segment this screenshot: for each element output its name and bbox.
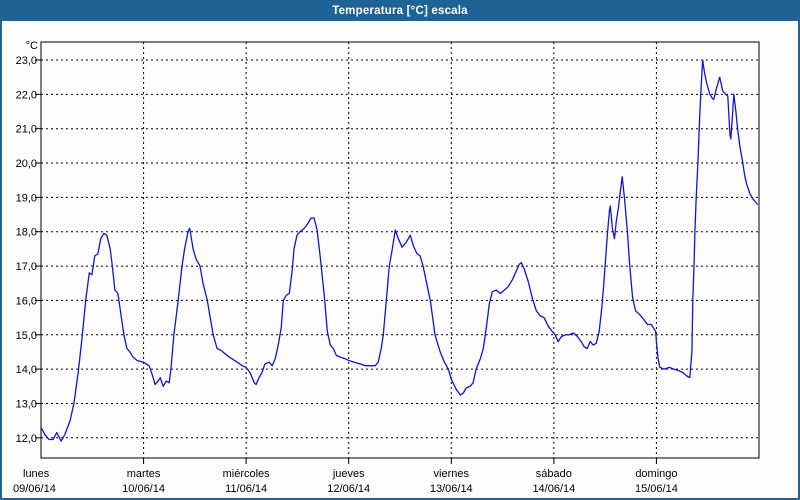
x-axis-day-label: jueves <box>332 468 365 480</box>
y-axis-label: 21,0 <box>16 124 37 136</box>
x-axis-date-label: 15/06/14 <box>635 483 678 495</box>
y-axis-label: 22,0 <box>16 89 37 101</box>
y-axis-label: 15,0 <box>16 330 37 342</box>
window-title-bar: Temperatura [°C] escala <box>0 0 800 21</box>
x-axis-day-label: martes <box>127 468 161 480</box>
x-axis-date-label: 09/06/14 <box>13 483 56 495</box>
x-axis-date-label: 13/06/14 <box>430 483 473 495</box>
x-axis-day-label: domingo <box>635 468 677 480</box>
y-axis-label: 23,0 <box>16 55 37 67</box>
x-axis-date-label: 11/06/14 <box>225 483 267 495</box>
x-axis-date-label: 14/06/14 <box>532 483 575 495</box>
x-axis-date-label: 10/06/14 <box>122 483 165 495</box>
y-axis-label: 17,0 <box>16 261 37 273</box>
x-axis-day-label: sábado <box>536 468 572 480</box>
plot-border <box>40 41 760 459</box>
y-axis-label: 14,0 <box>16 364 37 376</box>
y-axis-label: 12,0 <box>16 433 37 445</box>
temperature-line <box>40 59 758 442</box>
y-axis-unit-label: °C <box>26 40 38 52</box>
y-axis-label: 19,0 <box>16 192 37 204</box>
y-axis-label: 20,0 <box>16 158 37 170</box>
y-axis-label: 18,0 <box>16 227 37 239</box>
y-axis-label: 16,0 <box>16 295 37 307</box>
x-axis-day-label: viernes <box>434 468 470 480</box>
y-axis-label: 13,0 <box>16 398 37 410</box>
x-axis-day-label: lunes <box>23 468 50 480</box>
window-title: Temperatura [°C] escala <box>332 4 468 17</box>
x-axis-day-label: miércoles <box>223 468 271 480</box>
x-axis-date-label: 12/06/14 <box>327 483 370 495</box>
